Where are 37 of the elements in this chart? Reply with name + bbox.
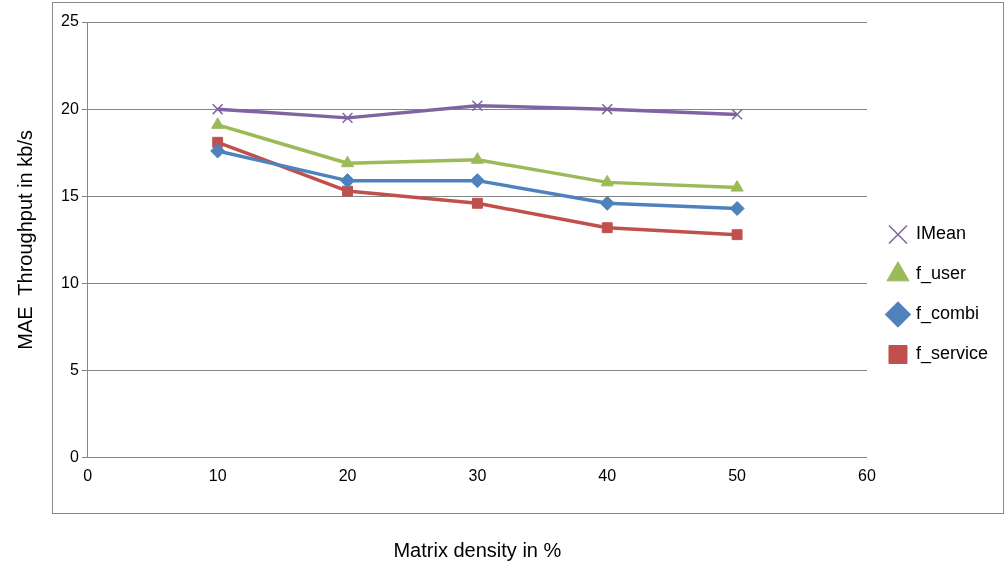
y-tick-label: 10 (61, 273, 79, 291)
point (469, 173, 485, 189)
legend-label: f_service (915, 343, 988, 365)
legend-label: f_user (915, 263, 967, 285)
y-tick-label: 5 (69, 361, 79, 379)
x-tick-label: 20 (338, 466, 357, 484)
point (340, 173, 356, 189)
point (211, 117, 225, 129)
point (340, 155, 355, 168)
point (729, 201, 745, 217)
point (599, 195, 615, 211)
x-axis-title: Matrix density in % (393, 538, 562, 561)
point (210, 143, 226, 159)
point (600, 174, 614, 187)
y-tick-label: 0 (69, 448, 79, 466)
y-tick-label: 15 (61, 186, 79, 204)
y-axis-title: MAE Throughput in kb/s (13, 130, 36, 350)
x-tick-label: 10 (208, 466, 227, 484)
point (341, 112, 354, 124)
y-tick-label: 20 (61, 99, 79, 117)
x-tick-label: 50 (728, 466, 747, 484)
x-tick-label: 30 (468, 466, 487, 484)
legend-label: IMean (915, 223, 966, 244)
point (601, 103, 613, 115)
point (471, 99, 484, 112)
point (471, 197, 483, 209)
y-tick-label: 25 (61, 12, 79, 30)
point (731, 229, 743, 241)
point (601, 222, 613, 234)
point (730, 180, 744, 192)
point (731, 108, 743, 121)
legend-label: f_combi (915, 303, 979, 325)
x-tick-label: 40 (598, 466, 617, 484)
x-tick-label: 0 (83, 466, 93, 484)
x-tick-label: 60 (858, 466, 876, 484)
point (211, 103, 224, 115)
point (470, 152, 484, 164)
